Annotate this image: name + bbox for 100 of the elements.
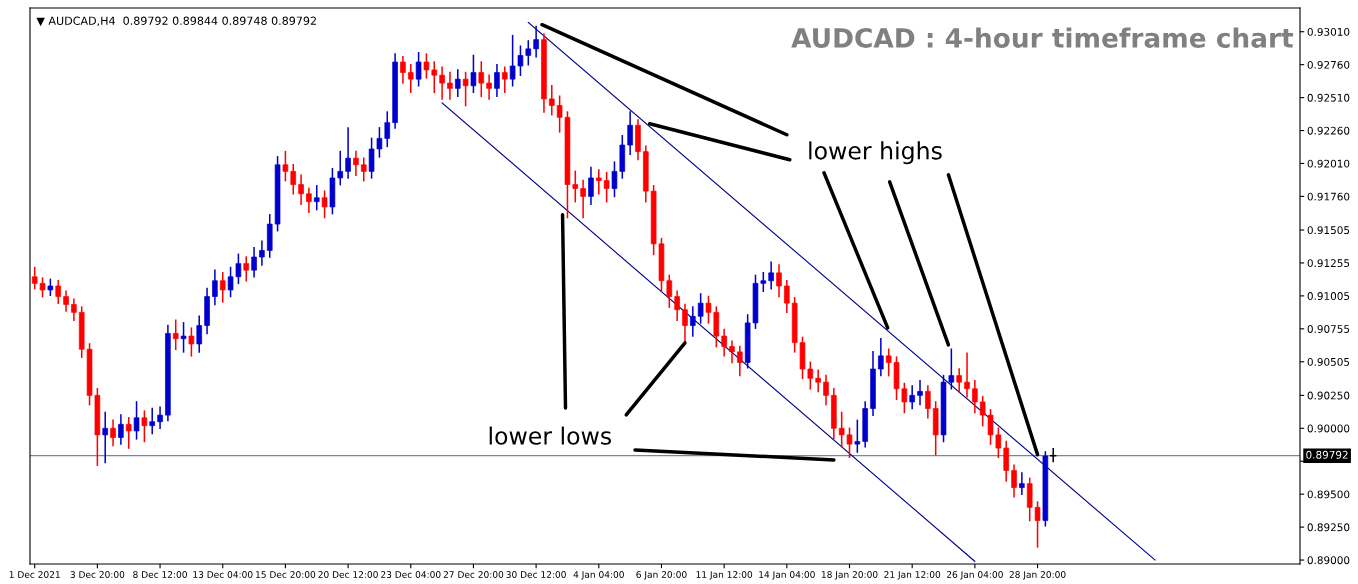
x-tick-label: 21 Jan 12:00 <box>884 571 941 580</box>
candlestick <box>815 369 821 393</box>
candlestick <box>345 127 351 179</box>
candlestick <box>298 174 304 206</box>
candlestick <box>682 303 688 343</box>
x-tick-label: 23 Dec 04:00 <box>381 571 441 578</box>
candlestick <box>972 380 978 414</box>
y-tick-label: 0.89250 <box>1307 523 1350 532</box>
candlestick <box>63 290 69 312</box>
y-tick-label: 0.91505 <box>1307 226 1350 235</box>
x-tick-label: 27 Dec 20:00 <box>443 571 504 578</box>
y-tick-label: 0.92760 <box>1307 60 1350 69</box>
candlestick <box>462 71 469 107</box>
candlestick <box>400 55 406 84</box>
y-tick-label: 0.91005 <box>1307 292 1350 300</box>
candlestick <box>447 71 453 100</box>
candlestick <box>596 169 602 195</box>
x-tick-label: 3 Dec 20:00 <box>70 571 125 578</box>
candlestick <box>925 385 931 419</box>
y-tick-label: 0.90250 <box>1307 391 1350 400</box>
candlestick <box>188 327 195 357</box>
candlestick <box>439 66 445 100</box>
candlestick <box>337 150 344 186</box>
candlestick <box>353 150 359 177</box>
candlestick <box>172 319 179 351</box>
candlestick <box>917 380 923 406</box>
candlestick <box>125 416 132 449</box>
annotation: lower highs <box>809 141 942 165</box>
x-tick-label: 1 Dec 2021 <box>9 571 60 578</box>
candlestick <box>549 84 555 116</box>
ref-line-label: 0.89792 <box>1306 450 1348 459</box>
candlestick <box>282 150 289 182</box>
candlestick <box>697 293 704 324</box>
annotation: lower lows <box>489 426 612 445</box>
candlestick <box>219 272 226 303</box>
candlestick <box>486 74 492 100</box>
candlestick <box>494 63 500 98</box>
candlestick <box>55 279 61 304</box>
candlestick <box>1003 440 1009 482</box>
x-tick-label: 26 Jan 04:00 <box>946 571 1003 580</box>
y-tick-label: 0.90000 <box>1307 424 1350 433</box>
candlestick <box>306 187 312 213</box>
x-tick-label: 15 Dec 20:00 <box>256 571 316 578</box>
text: ▼ AUDCAD,H4 0.89792 0.89844 0.89748 0.89792 <box>36 16 316 27</box>
candlestick <box>180 322 187 353</box>
x-tick-label: 8 Dec 12:00 <box>133 571 187 578</box>
candlestick <box>1019 472 1025 495</box>
candlestick <box>588 166 594 206</box>
candlestick <box>157 406 163 430</box>
y-tick-label: 0.91760 <box>1307 192 1350 201</box>
y-tick-label: 0.92510 <box>1307 93 1350 102</box>
x-tick-label: 11 Jan 12:00 <box>696 571 753 580</box>
y-tick-label: 0.93010 <box>1307 27 1350 36</box>
candlestick <box>415 52 422 87</box>
candlestick <box>141 410 148 443</box>
candlestick <box>964 352 970 398</box>
candlestick <box>878 337 884 377</box>
candlestick <box>360 157 367 182</box>
candlestick <box>243 256 250 282</box>
x-tick-label: 4 Jan 04:00 <box>573 571 624 580</box>
y-tick-label: 0.90755 <box>1307 325 1350 333</box>
candlestick <box>737 345 743 377</box>
x-tick-label: 14 Jan 04:00 <box>759 571 815 580</box>
text: AUDCAD : 4-hour timeframe chart <box>791 27 1294 48</box>
candlestick <box>533 25 539 58</box>
candlestick <box>776 264 782 298</box>
y-tick-label: 0.91255 <box>1307 259 1350 268</box>
candlestick <box>290 164 297 195</box>
candlestick <box>854 419 861 453</box>
x-tick-label: 30 Dec 12:00 <box>506 571 566 578</box>
candlestick <box>71 298 77 322</box>
y-tick-label: 0.89500 <box>1307 490 1350 499</box>
candlestick <box>454 69 461 98</box>
x-tick-label: 18 Jan 20:00 <box>821 571 878 580</box>
candlestick <box>768 261 774 290</box>
x-tick-label: 6 Jan 20:00 <box>636 571 687 580</box>
y-tick-label: 0.90505 <box>1307 357 1350 366</box>
candlestick <box>956 368 962 393</box>
candlestick <box>110 419 116 447</box>
x-tick-label: 28 Jan 20:00 <box>1009 571 1066 580</box>
candlestick <box>784 279 790 314</box>
candlestick <box>196 315 203 353</box>
candlestick <box>729 340 735 364</box>
candlestick <box>470 54 477 94</box>
candlestick <box>627 111 633 156</box>
candlestick <box>407 63 414 94</box>
candlestick <box>313 185 320 211</box>
candlestick <box>133 401 140 440</box>
x-tick-label: 13 Dec 04:00 <box>193 571 253 578</box>
x-tick-label: 20 Dec 12:00 <box>318 571 378 578</box>
candlestick <box>149 407 155 435</box>
candlestick <box>212 269 218 306</box>
candlestick <box>580 179 586 219</box>
candlestick <box>502 66 508 94</box>
candlestick <box>674 290 680 322</box>
candlestick <box>1011 464 1017 498</box>
candlestick <box>823 374 829 406</box>
candlestick <box>909 385 915 410</box>
y-tick-label: 0.92010 <box>1307 159 1350 168</box>
y-tick-label: 0.92260 <box>1307 126 1350 135</box>
